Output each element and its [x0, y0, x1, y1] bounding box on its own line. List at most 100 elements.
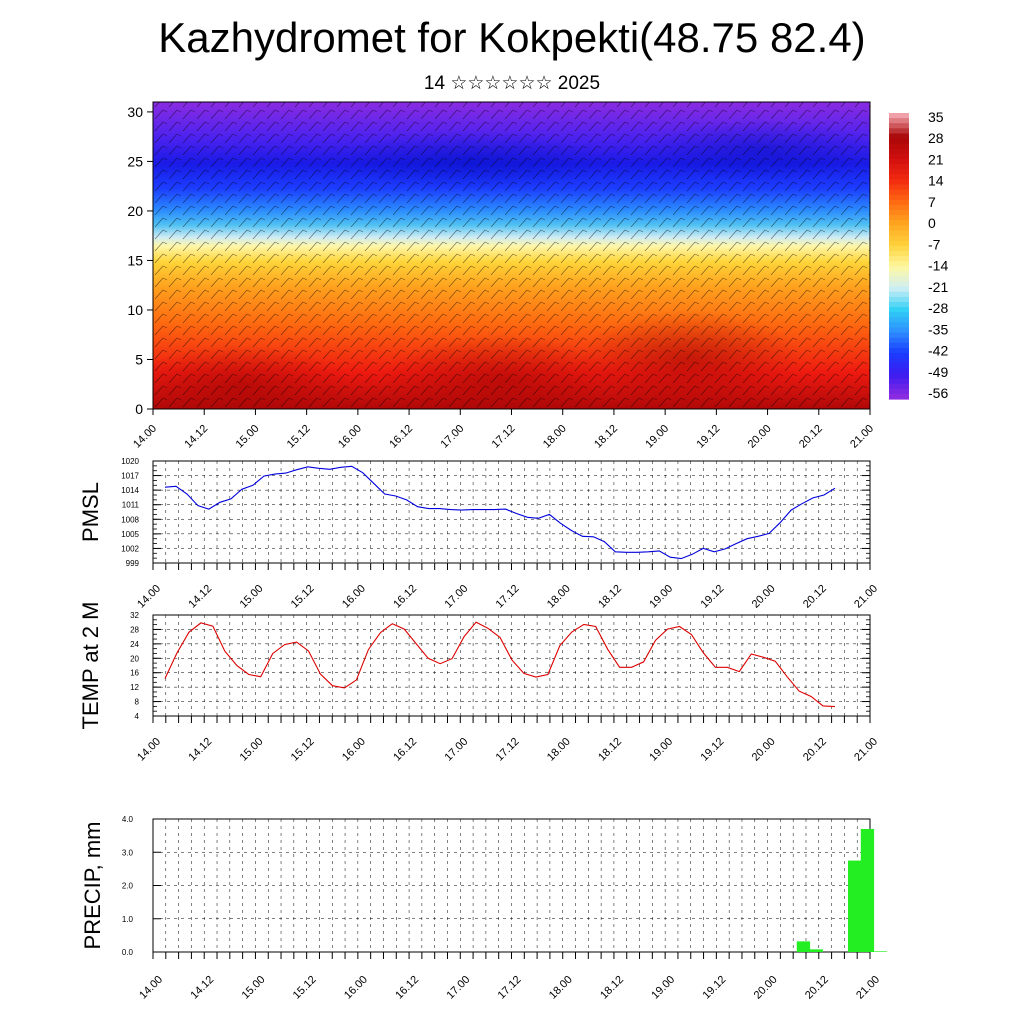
- x-tick-label: 18.12: [598, 974, 626, 1002]
- x-tick-label: 14.12: [186, 583, 214, 611]
- pmsl-panel: 999 1002 1005 1008 1011 1014 1017 1020 14.00 14.1…: [78, 457, 880, 611]
- x-tick-label: 20.12: [801, 736, 829, 764]
- y-tick-label: 16: [130, 669, 139, 678]
- x-tick-label: 15.12: [285, 423, 313, 451]
- colorbar-band: [889, 123, 909, 129]
- x-tick-label: 16.12: [387, 423, 415, 451]
- x-tick-label: 21.00: [852, 736, 880, 764]
- colorbar-band: [889, 164, 909, 170]
- colorbar-band: [889, 291, 909, 298]
- x-tick-label: 21.00: [848, 423, 876, 451]
- x-tick-label: 14.00: [137, 974, 165, 1002]
- colorbar-band: [889, 322, 909, 329]
- y-tick-label: 28: [130, 625, 139, 634]
- y-tick-label: 24: [130, 640, 139, 649]
- colorbar-band: [889, 388, 909, 395]
- y-tick-label: 2.0: [122, 882, 134, 891]
- cross-section-x-axis: 14.00 14.12 15.00 15.12 16.00 16.12 17.00 17.12…: [131, 409, 876, 451]
- colorbar-band: [889, 138, 909, 145]
- colorbar-band: [889, 204, 909, 211]
- y-tick-label: 20: [127, 203, 143, 219]
- x-tick-label: 14.12: [188, 974, 216, 1002]
- colorbar-band: [889, 169, 909, 175]
- colorbar-band: [889, 189, 909, 196]
- x-tick-label: 16.12: [391, 583, 419, 611]
- cross-section-y-axis: 0 5 10 15 20 25 30: [127, 104, 153, 417]
- colorbar-label: -42: [928, 343, 948, 359]
- colorbar-band: [889, 312, 909, 318]
- y-tick-label: 1005: [121, 530, 139, 539]
- colorbar-band: [889, 261, 909, 267]
- x-tick-label: 20.12: [801, 583, 829, 611]
- x-tick-label: 15.00: [238, 736, 266, 764]
- y-axis-title: TEMP at 2 M: [78, 602, 103, 730]
- colorbar-band: [889, 358, 909, 364]
- colorbar-band: [889, 158, 909, 165]
- y-tick-label: 0: [135, 401, 143, 417]
- colorbar-label: -35: [928, 321, 948, 337]
- x-tick-label: 19.12: [701, 974, 729, 1002]
- precip-bar: [809, 949, 823, 952]
- x-tick-label: 15.12: [291, 974, 319, 1002]
- x-tick-label: 17.00: [442, 736, 470, 764]
- x-tick-label: 20.00: [750, 736, 778, 764]
- y-tick-label: 0.0: [122, 948, 134, 957]
- x-tick-label: 14.00: [131, 423, 159, 451]
- y-tick-label: 4: [135, 712, 140, 721]
- colorbar-band: [889, 133, 909, 140]
- colorbar-band: [889, 271, 909, 278]
- y-tick-label: 32: [130, 611, 139, 620]
- x-tick-label: 17.12: [496, 974, 524, 1002]
- colorbar-band: [889, 230, 909, 237]
- precip-bar: [847, 860, 862, 952]
- colorbar-label: -49: [928, 364, 948, 380]
- x-tick-label: 18.12: [596, 736, 624, 764]
- colorbar-band: [889, 353, 909, 359]
- x-tick-label: 21.00: [854, 974, 882, 1002]
- x-tick-label: 18.00: [545, 583, 573, 611]
- y-tick-label: 15: [127, 252, 143, 268]
- x-tick-label: 20.12: [797, 423, 825, 451]
- y-tick-label: 20: [130, 654, 139, 663]
- x-tick-label: 16.12: [393, 974, 421, 1002]
- colorbar-band: [889, 342, 909, 349]
- x-tick-label: 14.00: [135, 583, 163, 611]
- y-tick-label: 25: [127, 153, 143, 169]
- colorbar-label: 28: [928, 130, 944, 146]
- colorbar-band: [889, 113, 909, 119]
- x-tick-label: 15.00: [240, 974, 268, 1002]
- x-tick-label: 14.12: [182, 423, 210, 451]
- colorbar-band: [889, 368, 909, 375]
- colorbar-band: [889, 215, 909, 221]
- colorbar-band: [889, 220, 909, 226]
- colorbar-band: [889, 128, 909, 135]
- colorbar-label: 7: [928, 194, 936, 210]
- colorbar-label: -7: [928, 236, 941, 252]
- colorbar-band: [889, 383, 909, 390]
- x-tick-label: 20.00: [746, 423, 774, 451]
- x-tick-label: 17.00: [442, 583, 470, 611]
- x-tick-label: 20.00: [752, 974, 780, 1002]
- colorbar-label: -28: [928, 300, 948, 316]
- x-tick-label: 17.12: [494, 583, 522, 611]
- x-tick-label: 16.00: [342, 974, 370, 1002]
- y-tick-label: 3.0: [122, 848, 134, 857]
- cross-section-panel: 0 5 10 15 20 25 30 14.00 14.12 15.00 15.12 16.00 16…: [127, 101, 876, 451]
- colorbar-band: [889, 393, 909, 400]
- precip-bar: [873, 951, 887, 952]
- colorbar-label: -14: [928, 258, 948, 274]
- colorbar-band: [889, 179, 909, 186]
- x-tick-label: 16.00: [340, 583, 368, 611]
- colorbar-band: [889, 240, 909, 247]
- pmsl-series-line: [164, 465, 836, 560]
- colorbar-band: [889, 373, 909, 380]
- y-tick-label: 4.0: [122, 815, 134, 824]
- y-tick-label: 1002: [121, 544, 139, 553]
- y-tick-label: 1.0: [122, 915, 134, 924]
- colorbar-band: [889, 296, 909, 303]
- chart-title: Kazhydromet for Kokpekti(48.75 82.4): [158, 14, 866, 61]
- colorbar-band: [889, 199, 909, 206]
- colorbar-band: [889, 378, 909, 385]
- colorbar-label: 0: [928, 215, 936, 231]
